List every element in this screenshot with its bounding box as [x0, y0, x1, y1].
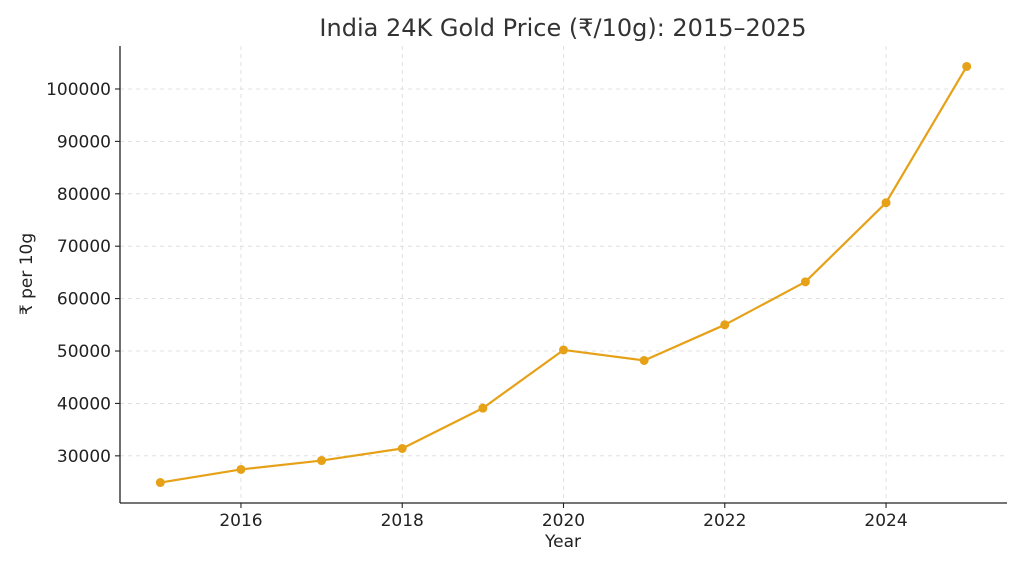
data-point-2015 [155, 478, 165, 488]
y-tick-label-80000: 80000 [57, 185, 111, 205]
y-tick-label-50000: 50000 [57, 342, 111, 362]
data-point-2024 [881, 198, 891, 208]
data-point-2017 [317, 456, 327, 466]
data-point-2018 [397, 443, 407, 453]
y-ticks: 30000 40000 50000 60000 70000 80000 90000 10000… [46, 80, 120, 467]
data-point-2016 [236, 464, 246, 474]
data-point-2025 [962, 61, 972, 71]
series-group [155, 61, 972, 488]
data-point-2019 [478, 403, 488, 413]
x-tick-label-2016: 2016 [219, 511, 262, 531]
y-tick-label-90000: 90000 [57, 132, 111, 152]
data-point-2021 [639, 355, 649, 365]
x-tick-label-2024: 2024 [864, 511, 907, 531]
x-axis-label: Year [544, 532, 581, 552]
x-tick-label-2020: 2020 [542, 511, 585, 531]
y-tick-label-100000: 100000 [46, 80, 111, 100]
x-ticks: 2016 2018 2020 2022 2024 [219, 503, 908, 531]
axes [119, 46, 1007, 504]
y-tick-label-60000: 60000 [57, 290, 111, 310]
grid [120, 46, 1007, 503]
y-tick-label-40000: 40000 [57, 394, 111, 414]
y-tick-label-70000: 70000 [57, 237, 111, 257]
y-axis-label: ₹ per 10g [17, 233, 37, 315]
x-tick-label-2022: 2022 [703, 511, 746, 531]
y-tick-label-30000: 30000 [57, 447, 111, 467]
x-tick-label-2018: 2018 [381, 511, 424, 531]
chart-title: India 24K Gold Price (₹/10g): 2015–2025 [319, 14, 806, 42]
data-point-2020 [559, 345, 568, 355]
data-point-2023 [800, 277, 810, 287]
data-point-2022 [720, 320, 730, 330]
